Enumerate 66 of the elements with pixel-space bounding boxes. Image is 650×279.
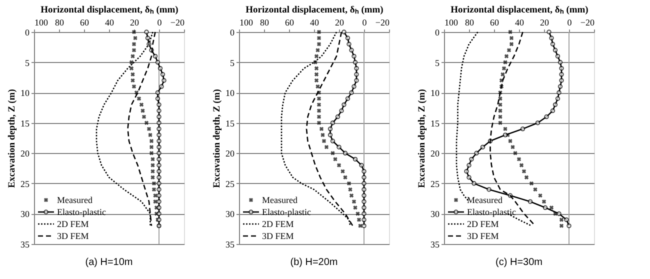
y-tick-label: 10 xyxy=(226,88,235,98)
legend-label: Measured xyxy=(57,195,93,205)
x-tick-label: 60 xyxy=(285,18,294,28)
y-tick-label: 15 xyxy=(20,118,30,128)
legend-label: 3D FEM xyxy=(262,231,294,241)
y-tick-label: 25 xyxy=(430,178,440,189)
y-tick-label: 10 xyxy=(20,88,30,98)
x-tick-label: 20 xyxy=(130,18,140,28)
x-tick-label: 0 xyxy=(567,18,572,28)
y-tick-label: 15 xyxy=(430,118,440,128)
legend-label: Elasto-plastic xyxy=(262,207,311,217)
x-tick-label: 0 xyxy=(157,18,162,28)
x-tick-label: 40 xyxy=(310,18,320,28)
legend-label: 3D FEM xyxy=(467,231,499,241)
text: (c) H=30m xyxy=(496,257,542,268)
legend-label: Measured xyxy=(262,195,298,205)
y-tick-label: 5 xyxy=(230,58,235,68)
text: (a) H=10m xyxy=(85,257,133,268)
x-tick-label: 0 xyxy=(362,18,368,28)
legend-label: 3D FEM xyxy=(57,231,89,241)
y-axis-title: Excavation depth, Z (m) xyxy=(418,89,428,188)
x-tick-label: 100 xyxy=(240,18,254,28)
x-tick-label: −20 xyxy=(375,18,390,28)
legend-label: Measured xyxy=(467,195,503,205)
x-tick-label: 40 xyxy=(105,18,114,28)
legend-label: Elasto-plastic xyxy=(467,207,516,217)
y-tick-label: 5 xyxy=(435,58,440,68)
x-tick-label: 20 xyxy=(335,18,344,28)
x-tick-label: −20 xyxy=(170,18,185,28)
y-tick-label: 20 xyxy=(226,148,235,159)
y-tick-label: 35 xyxy=(20,240,30,250)
x-tick-label: 60 xyxy=(80,18,90,28)
y-tick-label: 20 xyxy=(430,148,440,159)
y-tick-label: 30 xyxy=(226,209,235,220)
y-axis-title: Excavation depth, Z (m) xyxy=(212,89,222,188)
y-tick-label: 0 xyxy=(25,28,30,38)
x-tick-label: 100 xyxy=(34,18,48,28)
y-tick-label: 35 xyxy=(226,240,235,250)
y-tick-label: 15 xyxy=(226,118,235,128)
y-tick-label: 20 xyxy=(20,148,30,159)
x-tick-label: 80 xyxy=(465,18,474,28)
x-tick-label: 80 xyxy=(260,18,270,28)
x-tick-label: 40 xyxy=(515,18,524,28)
y-tick-label: 30 xyxy=(20,209,30,220)
y-tick-label: 25 xyxy=(20,178,30,189)
legend-label: 2D FEM xyxy=(57,219,89,229)
text: (b) H=20m xyxy=(290,257,338,268)
y-tick-label: 25 xyxy=(226,178,235,189)
y-tick-label: 10 xyxy=(430,88,440,98)
y-tick-label: 0 xyxy=(435,28,440,38)
x-axis-title: Horizontal displacement, δₕ (mm) xyxy=(246,6,384,16)
y-tick-label: 35 xyxy=(430,240,440,250)
y-axis-title: Excavation depth, Z (m) xyxy=(8,89,18,188)
x-tick-label: −20 xyxy=(580,18,595,28)
y-tick-label: 0 xyxy=(230,28,235,38)
x-tick-label: 100 xyxy=(444,18,458,28)
x-tick-label: 80 xyxy=(55,18,64,28)
y-tick-label: 5 xyxy=(25,58,30,68)
x-tick-label: 60 xyxy=(490,18,500,28)
legend-label: Elasto-plastic xyxy=(57,207,106,217)
x-axis-title: Horizontal displacement, δₕ (mm) xyxy=(40,6,178,16)
legend-label: 2D FEM xyxy=(467,219,499,229)
x-tick-label: 20 xyxy=(540,18,550,28)
x-axis-title: Horizontal displacement, δₕ (mm) xyxy=(450,6,588,16)
legend-label: 2D FEM xyxy=(262,219,294,229)
y-tick-label: 30 xyxy=(430,209,440,220)
